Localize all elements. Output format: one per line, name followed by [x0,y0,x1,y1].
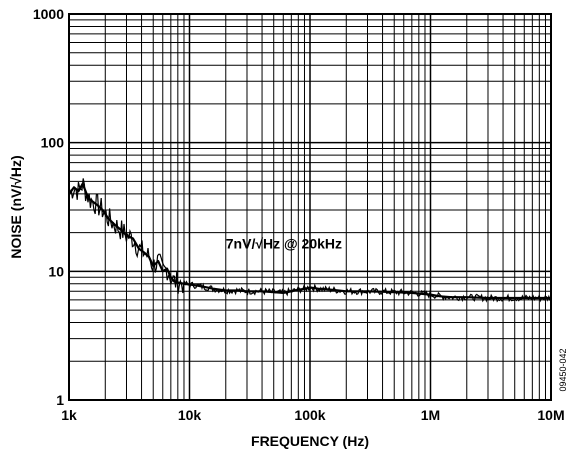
grid [68,14,551,401]
figure-code: 09450-042 [558,348,568,391]
y-tick-label: 1000 [33,6,64,22]
series-noise-trace [69,178,551,303]
y-tick-label: 1 [56,392,64,408]
x-tick-label: 1k [61,407,77,423]
x-tick-label: 1M [421,407,440,423]
x-tick-labels: 1k 10k 100k 1M 10M [61,407,564,423]
y-axis-label: NOISE (nV/√Hz) [8,155,24,258]
y-tick-label: 10 [48,263,64,279]
x-tick-label: 100k [294,407,325,423]
y-tick-label: 100 [41,135,65,151]
series-group [68,178,551,303]
x-tick-label: 10k [178,407,202,423]
y-tick-labels: 1 10 100 1000 [33,6,64,408]
annotation-label: 7nV/√Hz @ 20kHz [226,236,342,252]
x-axis-label: FREQUENCY (Hz) [251,433,369,449]
x-tick-label: 10M [537,407,564,423]
